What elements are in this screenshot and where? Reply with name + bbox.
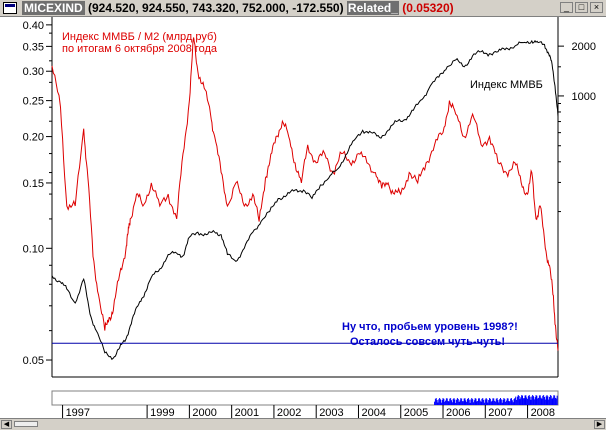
minimize-button[interactable]: _ <box>560 2 573 13</box>
volume-strip <box>51 390 559 406</box>
chart-area[interactable]: 0.40 0.35 0.30 0.25 0.20 0.15 0.10 0.05 2000 100… <box>0 17 606 418</box>
x-tick-label: 1999 <box>150 407 174 418</box>
x-axis: 1997 1999 2000 2001 2002 2003 2004 2005 2006 2007… <box>62 405 555 418</box>
scroll-left-arrow-icon[interactable]: ◀ <box>1 420 12 429</box>
chart-window-icon[interactable] <box>3 2 17 14</box>
close-button[interactable]: × <box>590 2 603 13</box>
ratio-series-date-note: по итогам 6 октября 2008 года <box>62 43 218 55</box>
series-layer <box>51 37 559 361</box>
x-tick-label: 2000 <box>192 407 216 418</box>
x-tick-label: 2005 <box>404 407 428 418</box>
right-tick-label: 2000 <box>572 41 596 53</box>
scroll-thumb[interactable] <box>14 421 38 427</box>
left-tick-label: 0.40 <box>23 20 44 32</box>
index-series-label: Индекс ММВБ <box>470 79 543 91</box>
horizontal-scrollbar[interactable]: ◀ ▶ <box>0 418 606 430</box>
x-tick-label: 2006 <box>446 407 470 418</box>
titlebar-text: MICEXIND (924.520, 924.550, 743.320, 752… <box>22 1 454 16</box>
x-tick-label: 2007 <box>488 407 512 418</box>
left-axis: 0.40 0.35 0.30 0.25 0.20 0.15 0.10 0.05 <box>23 20 52 367</box>
index-series-line <box>51 39 559 361</box>
comment-remark: Осталось совсем чуть-чуть! <box>350 336 505 348</box>
related-value: (0.05320) <box>402 1 454 15</box>
x-tick-label: 2008 <box>531 407 555 418</box>
chart-window-titlebar: MICEXIND (924.520, 924.550, 743.320, 752… <box>0 0 606 17</box>
left-tick-label: 0.05 <box>23 355 44 367</box>
plot-frame <box>51 17 559 378</box>
right-tick-label: 1000 <box>572 91 596 103</box>
x-tick-label: 2003 <box>319 407 343 418</box>
ohlc-readout: (924.520, 924.550, 743.320, 752.000, -17… <box>88 1 344 15</box>
related-label[interactable]: Related_ <box>346 1 399 15</box>
left-tick-label: 0.35 <box>23 41 44 53</box>
symbol-label[interactable]: MICEXIND <box>22 1 85 15</box>
x-tick-label: 1997 <box>66 407 90 418</box>
left-tick-label: 0.30 <box>23 66 44 78</box>
left-tick-label: 0.25 <box>23 96 44 108</box>
scroll-right-arrow-icon[interactable]: ▶ <box>594 420 605 429</box>
comment-question: Ну что, пробьем уровень 1998?! <box>342 321 518 333</box>
ratio-series-title: Индекс ММВБ / М2 (млрд.руб) <box>62 31 217 43</box>
maximize-button[interactable]: □ <box>575 2 588 13</box>
ratio-series-line <box>51 37 559 351</box>
left-tick-label: 0.15 <box>23 178 44 190</box>
left-tick-label: 0.10 <box>23 243 44 255</box>
chart-background <box>0 17 606 418</box>
x-tick-label: 2002 <box>277 407 301 418</box>
x-tick-label: 2001 <box>235 407 259 418</box>
left-tick-label: 0.20 <box>23 132 44 144</box>
x-tick-label: 2004 <box>361 407 385 418</box>
